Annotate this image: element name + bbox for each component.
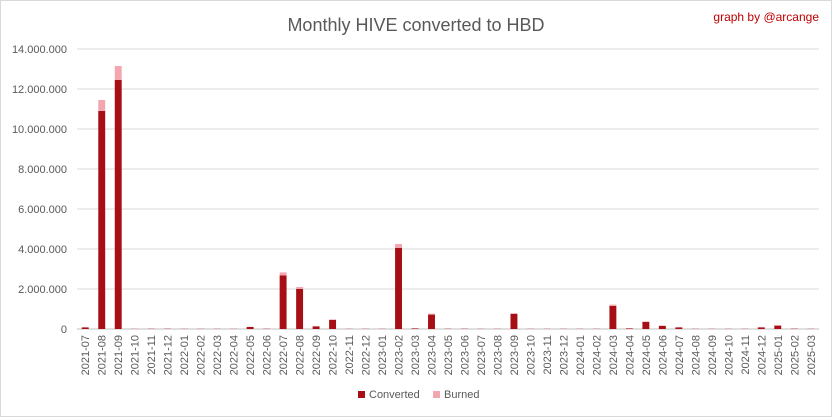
x-tick-label: 2022-12 [361,335,373,375]
chart-credit: graph by @arcange [713,10,819,24]
x-tick-label: 2024-09 [707,335,719,375]
bar-burned-2021-09 [114,66,122,80]
bar-converted-2025-01 [774,325,782,329]
bar-burned-2022-07 [279,272,287,276]
x-tick-label: 2024-04 [624,335,636,375]
bar-converted-2021-07 [81,327,89,329]
x-tick-label: 2024-02 [591,335,603,375]
x-tick-label: 2023-01 [377,335,389,375]
x-tick-label: 2024-12 [756,335,768,375]
bar-burned-2022-08 [296,287,304,289]
x-tick-label: 2022-11 [344,335,356,375]
bar-converted-2023-04 [428,314,435,329]
x-tick-label: 2021-11 [146,335,158,375]
bar-converted-2024-06 [658,325,666,329]
x-tick-label: 2022-06 [262,335,274,375]
x-tick-label: 2022-10 [328,335,340,375]
bar-converted-2024-03 [609,306,617,329]
x-tick-label: 2021-12 [163,335,175,375]
bar-converted-2024-05 [642,322,650,329]
x-tick-label: 2025-03 [806,335,818,375]
x-tick-label: 2021-08 [97,335,109,375]
x-tick-label: 2023-02 [394,335,406,375]
x-tick-label: 2023-04 [427,335,439,375]
bar-converted-2024-12 [757,327,765,329]
y-tick-label: 10.000.000 [12,124,67,136]
bar-burned-2024-03 [609,304,617,306]
x-axis-ticks: 2021-07 2021-08 2021-09 2021-10 2021-11 2021-… [80,335,818,375]
bar-converted-2024-07 [675,327,683,329]
y-tick-label: 8.000.000 [18,164,67,176]
bar-converted-2021-08 [98,111,106,329]
x-tick-label: 2022-08 [295,335,307,375]
x-tick-label: 2022-03 [212,335,224,375]
gridlines [77,48,819,330]
legend: Converted Burned [358,389,479,401]
legend-label-converted: Converted [369,389,420,401]
bar-converted-2022-07 [279,275,287,329]
y-tick-label: 2.000.000 [18,284,67,296]
bars [81,66,815,329]
bar-converted-2022-08 [296,289,304,329]
y-tick-label: 0 [61,324,67,336]
x-tick-label: 2021-09 [113,335,125,375]
legend-swatch-burned [433,391,440,398]
bar-converted-2024-04 [625,328,633,329]
bar-burned-2023-09 [510,313,518,314]
bar-converted-2022-09 [312,326,320,329]
bar-converted-2023-03 [411,328,419,329]
y-tick-label: 4.000.000 [18,244,67,256]
x-tick-label: 2024-03 [608,335,620,375]
x-tick-label: 2023-08 [492,335,504,375]
bar-burned-2024-05 [642,321,650,322]
bar-burned-2023-04 [428,313,435,315]
x-tick-label: 2021-10 [130,335,142,375]
y-axis-ticks: 0 2.000.000 4.000.000 6.000.000 8.000.000 10.… [12,44,67,336]
x-tick-label: 2023-10 [525,335,537,375]
x-tick-label: 2024-01 [575,335,587,375]
x-tick-label: 2025-01 [773,335,785,375]
bar-converted-2022-10 [329,320,337,329]
bar-converted-2023-09 [510,314,518,329]
x-tick-label: 2023-09 [509,335,521,375]
x-tick-label: 2024-06 [657,335,669,375]
legend-label-burned: Burned [444,389,479,401]
x-tick-label: 2024-08 [690,335,702,375]
x-tick-label: 2023-11 [542,335,554,375]
x-tick-label: 2023-05 [443,335,455,375]
x-tick-label: 2023-03 [410,335,422,375]
bar-converted-2022-05 [246,327,254,329]
y-tick-label: 6.000.000 [18,204,67,216]
x-tick-label: 2022-09 [311,335,323,375]
x-tick-label: 2022-02 [196,335,208,375]
y-tick-label: 14.000.000 [12,44,67,56]
x-tick-label: 2022-04 [229,335,241,375]
x-tick-label: 2022-05 [245,335,257,375]
x-tick-label: 2022-07 [278,335,290,375]
x-tick-label: 2023-06 [459,335,471,375]
bar-converted-2021-09 [114,80,122,329]
x-tick-label: 2023-12 [558,335,570,375]
bar-burned-2021-08 [98,100,106,111]
x-tick-label: 2024-05 [641,335,653,375]
y-tick-label: 12.000.000 [12,84,67,96]
x-tick-label: 2024-11 [740,335,752,375]
x-tick-label: 2022-01 [179,335,191,375]
x-tick-label: 2024-10 [723,335,735,375]
bar-converted-2023-02 [395,248,402,329]
x-tick-label: 2024-07 [674,335,686,375]
x-tick-label: 2023-07 [476,335,488,375]
x-tick-label: 2021-07 [80,335,92,375]
bar-burned-2022-10 [329,319,337,320]
bar-burned-2023-02 [395,244,402,248]
x-tick-label: 2025-02 [789,335,801,375]
legend-swatch-converted [358,391,365,398]
chart-title: Monthly HIVE converted to HBD [287,15,544,35]
